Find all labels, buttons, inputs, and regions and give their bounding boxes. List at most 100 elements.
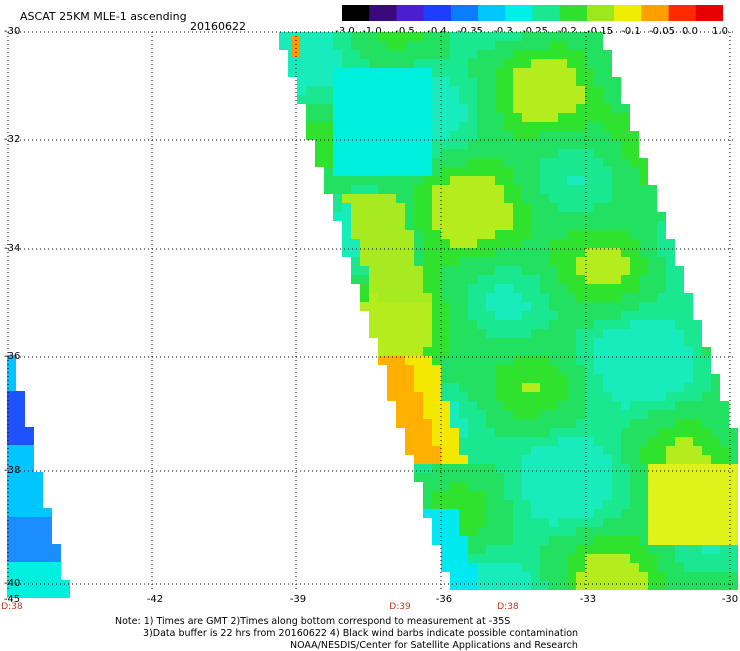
data-cell: [351, 95, 360, 104]
data-cell: [567, 338, 576, 347]
data-cell: [432, 68, 441, 77]
data-cell: [522, 320, 531, 329]
data-cell: [441, 311, 450, 320]
data-cell: [648, 329, 657, 338]
note-line-3: NOAA/NESDIS/Center for Satellite Applica…: [290, 640, 578, 651]
data-cell: [360, 140, 369, 149]
data-cell: [567, 59, 576, 68]
data-cell: [396, 32, 405, 41]
data-cell: [621, 356, 630, 365]
data-cell: [504, 41, 513, 50]
data-cell: [630, 545, 639, 554]
data-cell: [567, 302, 576, 311]
data-cell: [720, 410, 729, 419]
data-cell: [621, 185, 630, 194]
data-cell: [7, 391, 16, 400]
data-cell: [603, 221, 612, 230]
data-cell: [657, 527, 666, 536]
data-cell: [7, 373, 16, 382]
data-cell: [549, 536, 558, 545]
data-cell: [594, 86, 603, 95]
data-cell: [576, 545, 585, 554]
data-cell: [549, 338, 558, 347]
data-cell: [684, 338, 693, 347]
data-cell: [405, 248, 414, 257]
data-cell: [657, 302, 666, 311]
data-cell: [531, 266, 540, 275]
data-cell: [468, 32, 477, 41]
data-cell: [369, 194, 378, 203]
data-cell: [495, 149, 504, 158]
data-cell: [603, 572, 612, 581]
data-cell: [585, 95, 594, 104]
data-cell: [414, 149, 423, 158]
data-cell: [657, 419, 666, 428]
data-cell: [477, 113, 486, 122]
data-cell: [630, 563, 639, 572]
data-cell: [423, 212, 432, 221]
data-cell: [495, 491, 504, 500]
data-cell: [585, 374, 594, 383]
data-cell: [351, 122, 360, 131]
data-cell: [522, 104, 531, 113]
data-cell: [378, 203, 387, 212]
data-cell: [648, 437, 657, 446]
data-cell: [657, 230, 666, 239]
data-cell: [603, 113, 612, 122]
data-cell: [702, 437, 711, 446]
data-cell: [495, 320, 504, 329]
data-cell: [576, 311, 585, 320]
data-cell: [693, 392, 702, 401]
data-cell: [459, 320, 468, 329]
data-cell: [369, 86, 378, 95]
data-cell: [351, 221, 360, 230]
data-cell: [540, 446, 549, 455]
data-cell: [459, 527, 468, 536]
data-cell: [333, 176, 342, 185]
latitude-label: -34: [4, 243, 21, 254]
data-cell: [504, 86, 513, 95]
data-cell: [342, 203, 351, 212]
data-cell: [333, 140, 342, 149]
data-cell: [7, 562, 16, 571]
data-cell: [576, 563, 585, 572]
data-cell: [324, 113, 333, 122]
data-cell: [657, 464, 666, 473]
data-cell: [711, 563, 720, 572]
data-cell: [531, 419, 540, 428]
data-cell: [693, 428, 702, 437]
data-cell: [540, 302, 549, 311]
data-cell: [648, 185, 657, 194]
data-cell: [360, 158, 369, 167]
data-cell: [387, 302, 396, 311]
data-cell: [495, 167, 504, 176]
data-cell: [540, 104, 549, 113]
data-cell: [540, 320, 549, 329]
data-cell: [594, 518, 603, 527]
data-cell: [432, 374, 441, 383]
data-cell: [531, 410, 540, 419]
data-cell: [504, 383, 513, 392]
data-cell: [567, 266, 576, 275]
data-cell: [585, 311, 594, 320]
data-cell: [25, 535, 34, 544]
data-cell: [414, 356, 423, 365]
data-cell: [414, 239, 423, 248]
data-cell: [504, 293, 513, 302]
data-cell: [333, 122, 342, 131]
data-cell: [540, 50, 549, 59]
data-cell: [702, 374, 711, 383]
data-cell: [387, 347, 396, 356]
data-cell: [576, 50, 585, 59]
data-cell: [639, 374, 648, 383]
data-cell: [675, 410, 684, 419]
data-cell: [621, 464, 630, 473]
data-cell: [567, 41, 576, 50]
data-cell: [441, 131, 450, 140]
data-cell: [657, 365, 666, 374]
data-cell: [513, 509, 522, 518]
data-cell: [621, 446, 630, 455]
data-cell: [504, 59, 513, 68]
data-cell: [468, 446, 477, 455]
data-cell: [414, 257, 423, 266]
